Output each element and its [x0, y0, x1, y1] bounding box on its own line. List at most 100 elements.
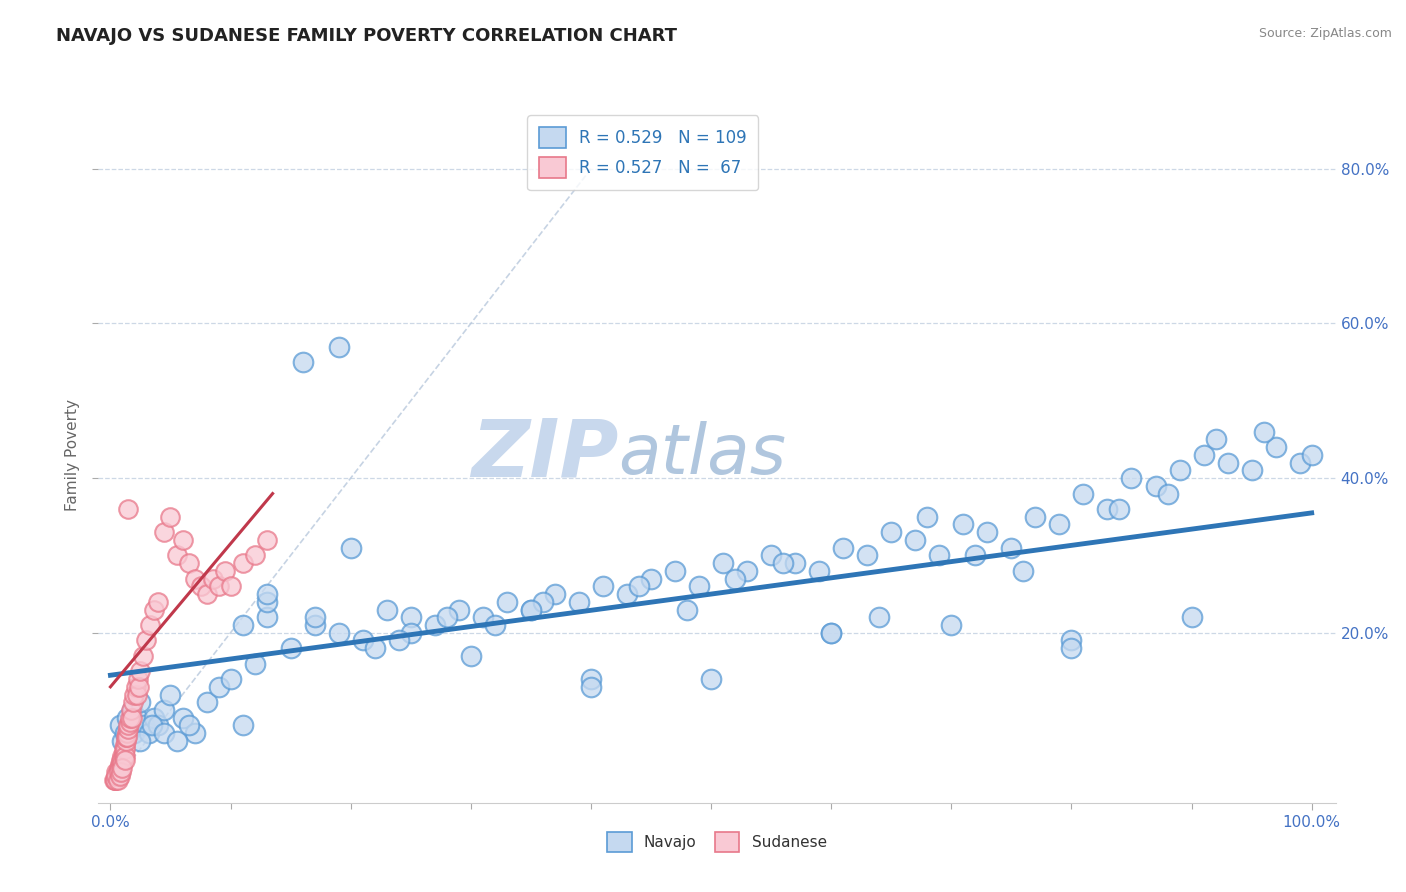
Point — [207, 680, 229, 694]
Point — [110, 764, 132, 779]
Point — [304, 618, 326, 632]
Point — [214, 564, 236, 578]
Point — [1205, 433, 1227, 447]
Point — [104, 772, 127, 787]
Point — [1253, 425, 1275, 439]
Text: NAVAJO VS SUDANESE FAMILY POVERTY CORRELATION CHART: NAVAJO VS SUDANESE FAMILY POVERTY CORREL… — [56, 27, 678, 45]
Point — [127, 672, 149, 686]
Point — [399, 625, 422, 640]
Point — [808, 564, 831, 578]
Point — [177, 718, 200, 732]
Point — [579, 680, 602, 694]
Point — [520, 602, 543, 616]
Point — [640, 572, 662, 586]
Text: atlas: atlas — [619, 421, 786, 489]
Point — [495, 595, 517, 609]
Point — [114, 726, 136, 740]
Point — [928, 549, 950, 563]
Point — [159, 509, 181, 524]
Point — [114, 738, 136, 752]
Point — [856, 549, 879, 563]
Point — [207, 579, 229, 593]
Point — [375, 602, 398, 616]
Point — [195, 587, 218, 601]
Point — [1024, 509, 1046, 524]
Point — [832, 541, 855, 555]
Point — [868, 610, 890, 624]
Point — [256, 533, 278, 547]
Point — [579, 672, 602, 686]
Point — [1168, 463, 1191, 477]
Point — [153, 726, 176, 740]
Point — [219, 579, 242, 593]
Point — [436, 610, 458, 624]
Point — [544, 587, 567, 601]
Point — [291, 355, 314, 369]
Point — [1156, 486, 1178, 500]
Point — [772, 556, 794, 570]
Point — [328, 340, 350, 354]
Point — [256, 595, 278, 609]
Point — [616, 587, 638, 601]
Point — [976, 525, 998, 540]
Legend: Navajo, Sudanese: Navajo, Sudanese — [602, 826, 832, 858]
Point — [124, 688, 146, 702]
Point — [125, 711, 148, 725]
Point — [1240, 463, 1263, 477]
Point — [108, 718, 131, 732]
Point — [1192, 448, 1215, 462]
Point — [135, 633, 157, 648]
Point — [1060, 633, 1083, 648]
Point — [148, 595, 170, 609]
Point — [121, 703, 143, 717]
Point — [190, 579, 212, 593]
Point — [1288, 456, 1310, 470]
Point — [117, 730, 139, 744]
Point — [941, 618, 963, 632]
Point — [676, 602, 699, 616]
Point — [111, 753, 134, 767]
Point — [129, 665, 152, 679]
Point — [103, 772, 125, 787]
Point — [904, 533, 927, 547]
Point — [627, 579, 650, 593]
Point — [399, 610, 422, 624]
Point — [688, 579, 710, 593]
Point — [132, 648, 155, 663]
Point — [166, 734, 188, 748]
Point — [124, 726, 146, 740]
Point — [759, 549, 782, 563]
Point — [129, 734, 152, 748]
Point — [339, 541, 361, 555]
Point — [129, 695, 152, 709]
Point — [520, 602, 543, 616]
Point — [592, 579, 614, 593]
Point — [111, 749, 134, 764]
Point — [108, 761, 131, 775]
Point — [121, 711, 143, 725]
Point — [117, 502, 139, 516]
Point — [243, 657, 266, 671]
Point — [724, 572, 747, 586]
Point — [1000, 541, 1022, 555]
Point — [114, 753, 136, 767]
Point — [1073, 486, 1095, 500]
Point — [107, 764, 129, 779]
Point — [1301, 448, 1323, 462]
Point — [110, 753, 132, 767]
Point — [142, 602, 165, 616]
Point — [128, 680, 150, 694]
Point — [117, 726, 139, 740]
Point — [1097, 502, 1119, 516]
Point — [243, 549, 266, 563]
Point — [159, 688, 181, 702]
Point — [664, 564, 686, 578]
Point — [952, 517, 974, 532]
Point — [108, 769, 131, 783]
Point — [117, 711, 139, 725]
Point — [120, 703, 142, 717]
Point — [256, 610, 278, 624]
Point — [112, 749, 135, 764]
Point — [232, 618, 254, 632]
Point — [104, 772, 127, 787]
